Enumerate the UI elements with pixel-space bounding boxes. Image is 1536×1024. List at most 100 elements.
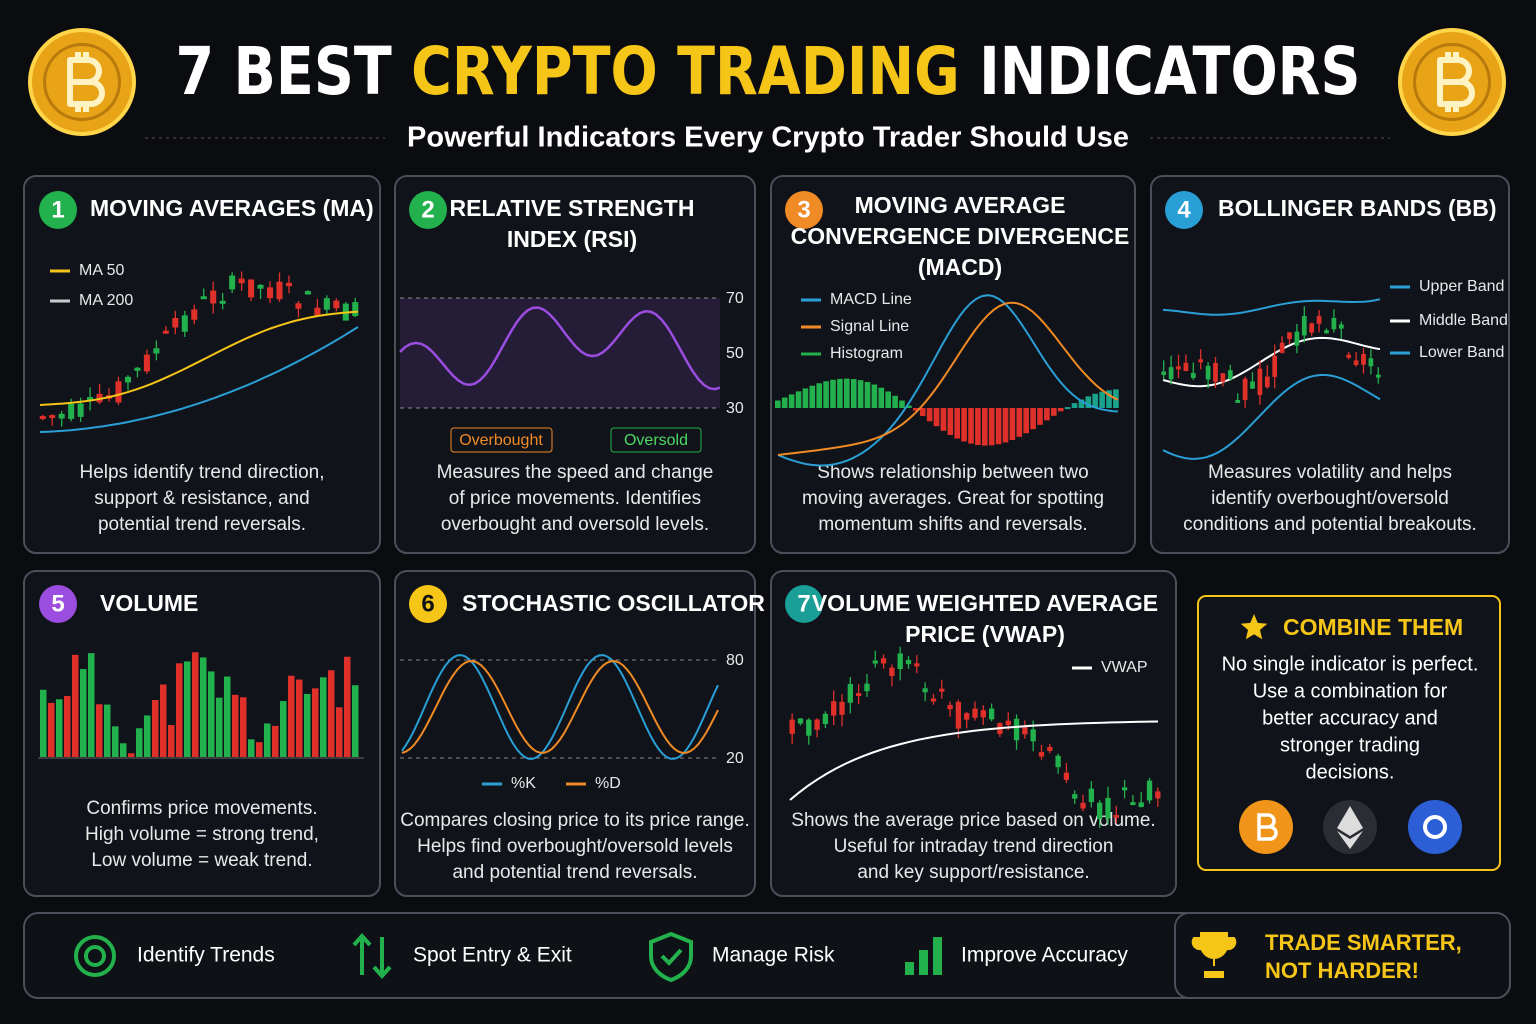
histogram-bar (961, 408, 967, 442)
legend-label: MACD Line (830, 291, 912, 308)
candle-body (58, 413, 65, 419)
volume-bar (264, 723, 271, 757)
volume-bar (112, 726, 119, 757)
card-number-badge (1165, 191, 1203, 229)
candle-body (200, 296, 207, 300)
cta-text: TRADE SMARTER, (1265, 930, 1462, 955)
candle-body (333, 300, 340, 309)
upper-band (1162, 298, 1381, 316)
title-highlight: CRYPTO TRADING (411, 33, 960, 110)
volume-bar (144, 715, 151, 757)
volume-bar (136, 728, 143, 757)
histogram-bar (850, 379, 857, 408)
candle-body (1013, 718, 1020, 741)
footer-item: Spot Entry & Exit (413, 944, 572, 967)
card-title: MOVING AVERAGES (MA) (90, 195, 374, 221)
candle-body (1105, 797, 1111, 819)
candle-body (1176, 366, 1181, 370)
candle-body (323, 298, 330, 310)
candle-body (872, 660, 878, 664)
candle-body (955, 701, 962, 729)
volume-bar (344, 656, 351, 757)
histogram-bar (954, 408, 960, 439)
candle-body (980, 710, 986, 718)
histogram-bar (919, 408, 926, 417)
histogram-bar (1085, 396, 1092, 408)
candle-body (181, 315, 188, 332)
histogram-bar (837, 378, 843, 408)
candle-body (1198, 359, 1204, 363)
card (23, 175, 381, 554)
candle-body (1130, 802, 1136, 806)
volume-bar (216, 697, 223, 757)
histogram-bar (906, 405, 912, 408)
star-icon (1240, 614, 1268, 640)
legend-label: Signal Line (830, 318, 909, 335)
candle-body (1353, 360, 1359, 366)
candle-body (1213, 362, 1218, 382)
card-description: of price movements. Identifies (449, 488, 701, 509)
volume-bar (248, 739, 255, 757)
candle-body (1161, 371, 1167, 375)
histogram-bar (1009, 408, 1016, 440)
candle-body (1375, 374, 1381, 378)
bars-icon (905, 962, 914, 975)
target-icon (74, 935, 116, 977)
coin-inner (43, 43, 121, 121)
volume-bar (312, 688, 319, 757)
candle-body (1097, 802, 1103, 819)
volume-bar (120, 743, 127, 757)
lower-band (1162, 374, 1381, 460)
volume-bar (280, 701, 287, 757)
coin-symbol (1257, 813, 1278, 841)
card-number-badge (785, 585, 823, 623)
volume-bar (72, 654, 79, 757)
volume-bar (40, 689, 47, 757)
histogram-bar (857, 380, 864, 408)
card-number: 5 (51, 590, 64, 617)
card-description: moving averages. Great for spotting (802, 488, 1104, 509)
card-title: RELATIVE STRENGTH (450, 195, 695, 221)
card-title: MOVING AVERAGE (855, 192, 1066, 218)
candle-body (1168, 367, 1174, 380)
title-part: INDICATORS (979, 33, 1360, 110)
candle-body (806, 719, 812, 736)
histogram-bar (1002, 408, 1009, 443)
histogram-bar (1023, 408, 1029, 434)
card (1150, 175, 1510, 554)
candle-body (1309, 323, 1315, 333)
card-description: Shows relationship between two (817, 462, 1088, 483)
eth-symbol (1337, 806, 1363, 849)
rsi-line (399, 306, 721, 391)
candle-body (1220, 373, 1226, 382)
candle-body (352, 302, 359, 317)
volume-bar (160, 684, 167, 757)
candle-body (1264, 376, 1270, 388)
card-description: Measures volatility and helps (1208, 462, 1452, 483)
card-title: INDEX (RSI) (507, 226, 637, 252)
volume-bar (192, 652, 199, 757)
candle-body (1279, 342, 1285, 353)
candle-body (864, 683, 870, 692)
candle-body (276, 281, 283, 300)
combine-text: decisions. (1306, 761, 1395, 783)
candle-body (1294, 331, 1300, 346)
card-description: Helps find overbought/oversold levels (417, 836, 733, 857)
candle-body (889, 667, 895, 677)
histogram-bar (878, 387, 885, 408)
histogram-bar (947, 408, 954, 435)
card-number: 6 (421, 590, 434, 617)
subtitle: Powerful Indicators Every Crypto Trader … (407, 122, 1129, 154)
middle-band (1162, 336, 1381, 388)
candle-body (1346, 354, 1352, 358)
legend-label: Upper Band (1419, 278, 1504, 295)
k-line (401, 654, 719, 760)
candle-body (162, 330, 169, 334)
bars-icon (933, 937, 942, 975)
histogram-bar (1106, 390, 1112, 408)
shield-icon (649, 931, 693, 983)
histogram-bar (1044, 408, 1050, 421)
histogram-bar (1078, 399, 1085, 408)
combine-title: COMBINE THEM (1283, 614, 1463, 640)
candle-body (880, 658, 887, 664)
